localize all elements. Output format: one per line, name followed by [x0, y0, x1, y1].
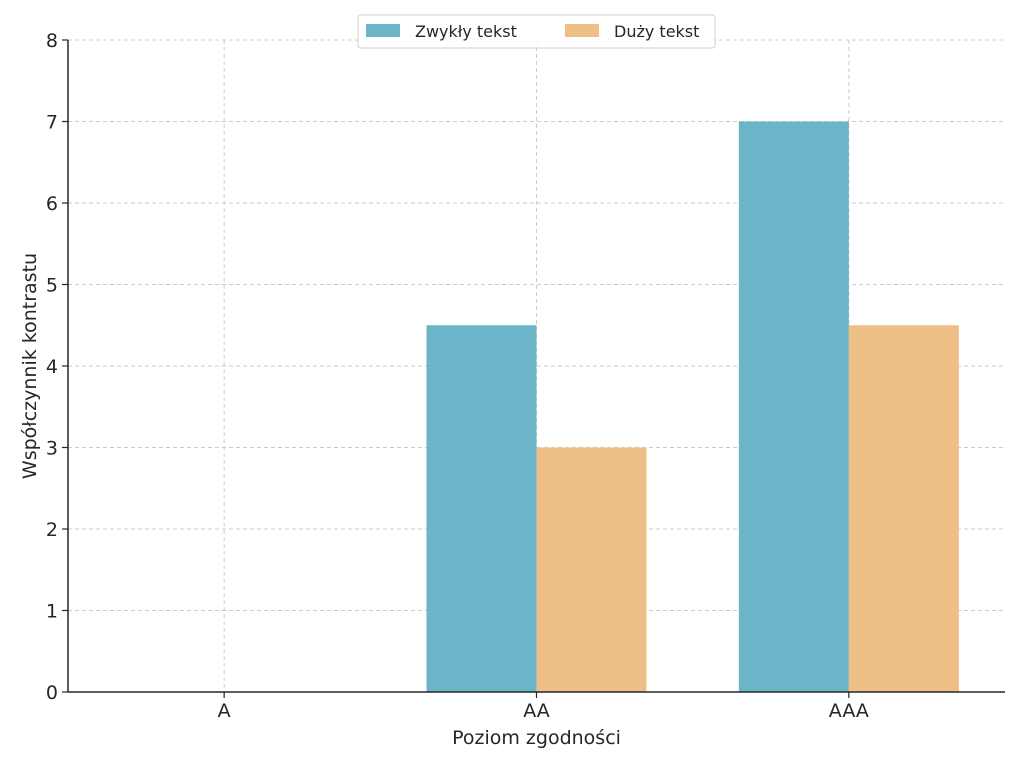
x-tick-label: A	[218, 700, 231, 722]
y-tick-label: 4	[46, 356, 58, 378]
bar	[848, 325, 959, 692]
x-tick-label: AAA	[829, 700, 869, 722]
bar	[426, 325, 537, 692]
legend-label: Zwykły tekst	[415, 22, 517, 41]
legend: Zwykły tekst Duży tekst	[357, 14, 716, 49]
y-tick-label: 0	[46, 682, 58, 704]
y-tick-label: 3	[46, 438, 58, 460]
y-tick-label: 8	[46, 30, 58, 52]
x-axis-title: Poziom zgodności	[452, 727, 621, 749]
legend-swatch	[565, 24, 599, 37]
y-tick-label: 7	[46, 112, 58, 134]
y-tick-label: 2	[46, 519, 58, 541]
bar	[536, 447, 647, 692]
bar	[738, 121, 849, 692]
legend-swatch	[366, 24, 400, 37]
y-tick-label: 5	[46, 275, 58, 297]
y-axis-title: Współczynnik kontrastu	[19, 253, 41, 479]
bars	[426, 121, 959, 692]
y-tick-label: 6	[46, 193, 58, 215]
legend-label: Duży tekst	[614, 22, 699, 41]
y-tick-label: 1	[46, 601, 58, 623]
legend-box	[357, 14, 716, 49]
x-tick-label: AA	[523, 700, 550, 722]
